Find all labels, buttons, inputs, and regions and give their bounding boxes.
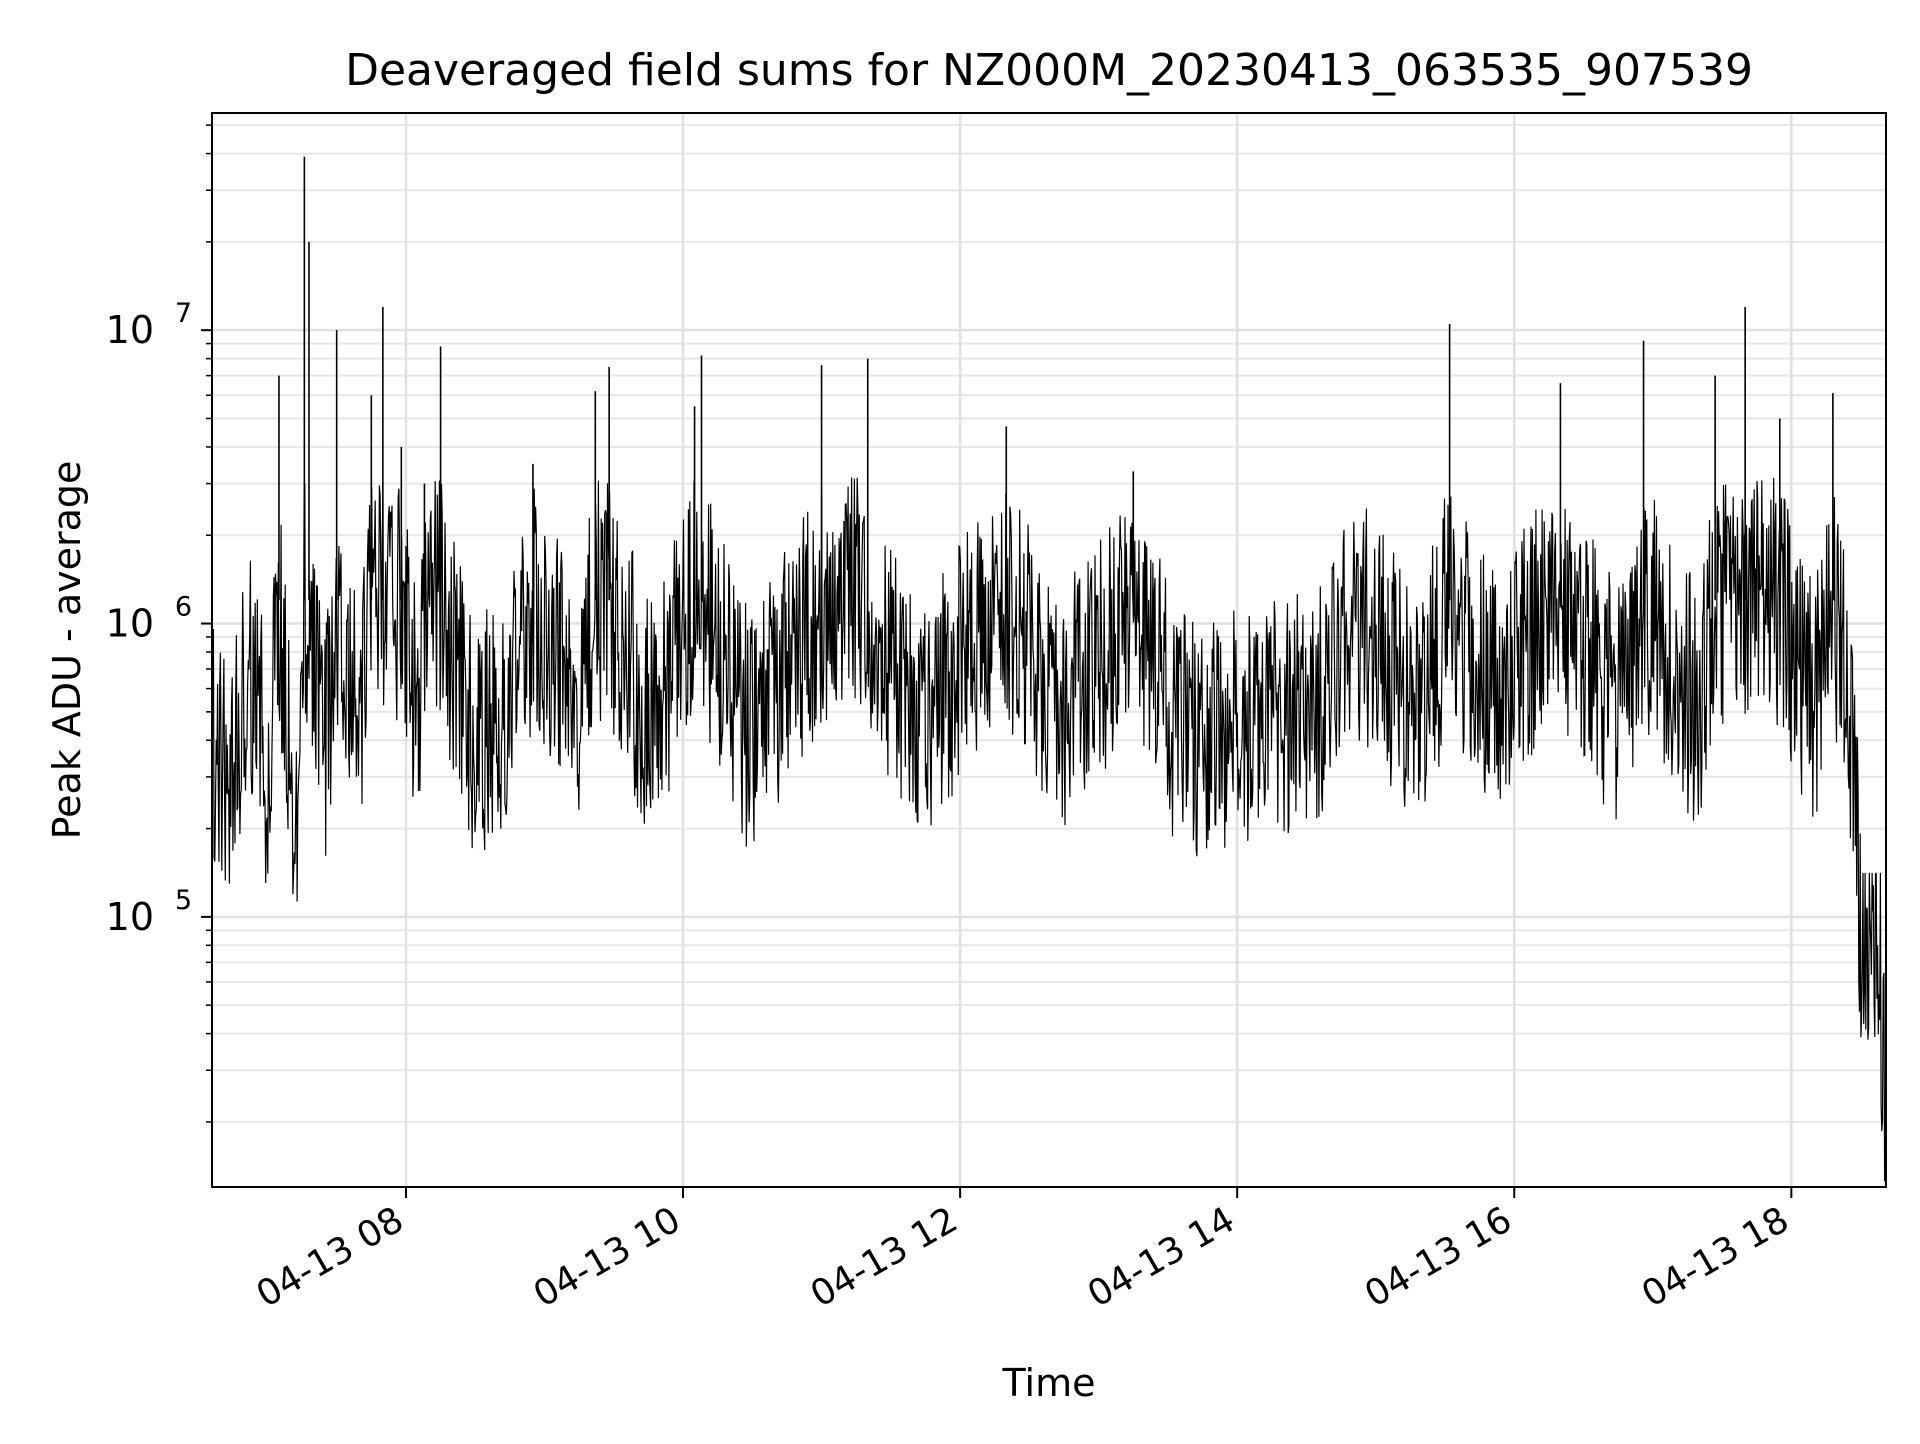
series-layer bbox=[211, 156, 1887, 1182]
y-axis-label: Peak ADU - average bbox=[45, 461, 89, 840]
series-line bbox=[211, 477, 1887, 1182]
y-tick-exponent: 6 bbox=[175, 592, 192, 623]
y-tick-label: 10 bbox=[106, 895, 154, 939]
chart-title: Deaveraged field sums for NZ000M_2023041… bbox=[345, 45, 1753, 96]
y-tick-label: 10 bbox=[106, 602, 154, 646]
x-axis-label: Time bbox=[1002, 1361, 1096, 1405]
grid bbox=[212, 113, 1886, 1187]
plot-frame bbox=[211, 112, 1887, 1188]
y-tick-exponent: 7 bbox=[175, 298, 192, 329]
y-tick-exponent: 5 bbox=[175, 885, 192, 916]
y-tick-label: 10 bbox=[106, 308, 154, 352]
